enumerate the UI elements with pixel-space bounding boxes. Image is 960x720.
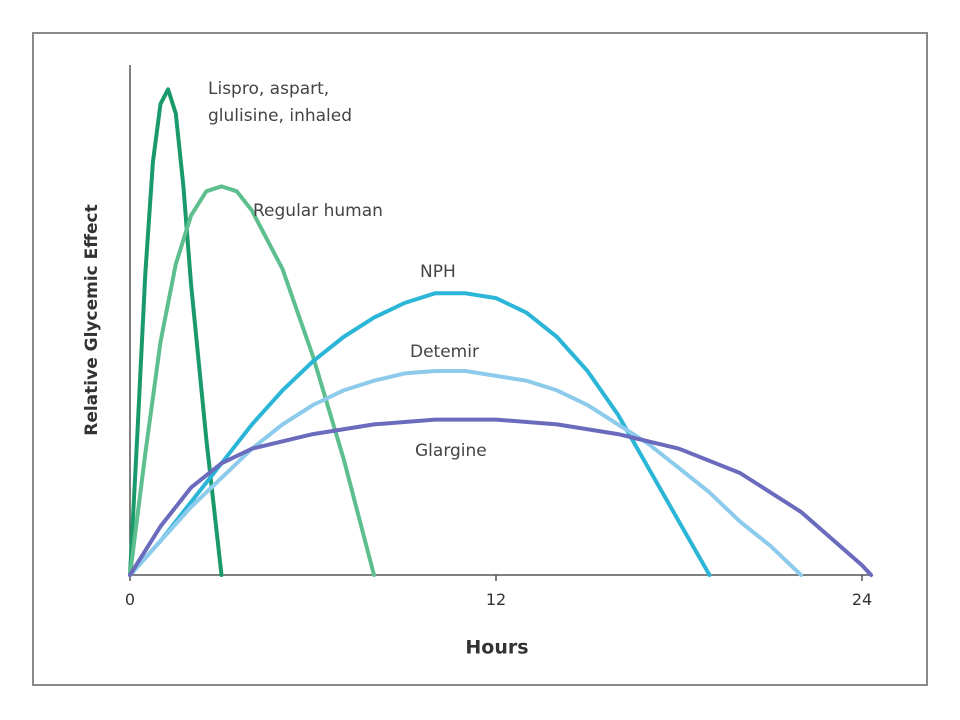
series-line: [128, 87, 224, 577]
x-axis-title: Hours: [465, 637, 528, 659]
series-label: Detemir: [410, 342, 479, 362]
series-line: [128, 369, 803, 577]
x-tick-label: 24: [852, 590, 872, 609]
series-label: Glargine: [415, 441, 487, 461]
series-line: [128, 417, 874, 577]
series-line: [128, 291, 712, 577]
series-label: Regular human: [253, 201, 383, 221]
chart-frame: [32, 32, 928, 686]
y-axis-title: Relative Glycemic Effect: [82, 204, 102, 436]
x-tick-label: 12: [486, 590, 506, 609]
series-line: [128, 184, 376, 577]
series-label: NPH: [420, 262, 456, 282]
x-tick-label: 0: [125, 590, 135, 609]
series-label: Lispro, aspart, glulisine, inhaled: [208, 79, 353, 126]
